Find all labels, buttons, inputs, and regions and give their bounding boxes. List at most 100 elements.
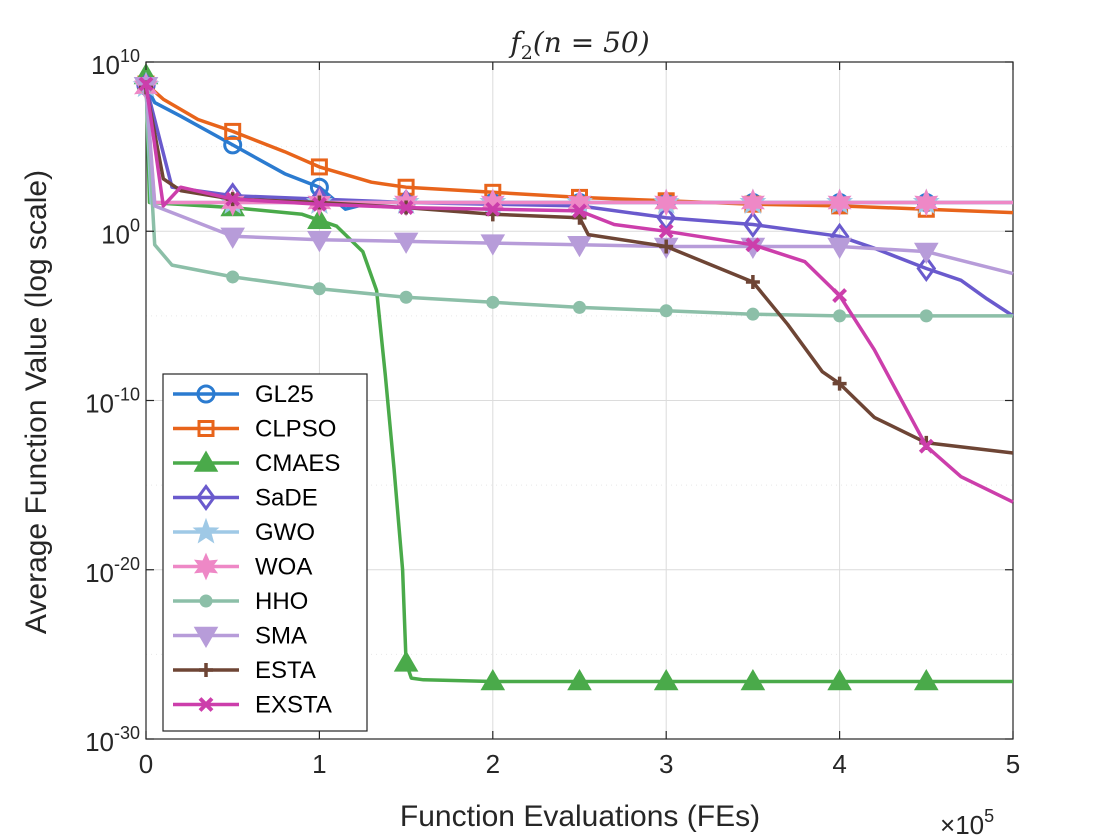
data-point-sma xyxy=(393,232,419,254)
legend-entry-gl25: GL25 xyxy=(173,381,314,408)
data-point-sade xyxy=(743,210,763,239)
legend-entry-sma: SMA xyxy=(173,623,307,650)
legend-entry-sade: SaDE xyxy=(173,483,318,512)
x-tick-label: 1 xyxy=(312,749,326,779)
data-point-exsta xyxy=(832,288,848,303)
legend-marker-gwo xyxy=(192,517,220,544)
data-point-sade xyxy=(916,254,937,283)
data-point-cmaes xyxy=(913,668,939,691)
data-point-esta xyxy=(832,376,847,391)
data-point-hho xyxy=(573,300,586,314)
x-multiplier-base: 10 xyxy=(955,810,984,840)
data-point-woa xyxy=(827,188,852,217)
data-point-cmaes xyxy=(393,650,419,672)
data-point-hho xyxy=(659,304,673,318)
data-point-exsta xyxy=(745,237,761,253)
x-tick-label: 3 xyxy=(659,749,673,779)
x-multiplier: ×105 xyxy=(940,806,994,840)
legend: GL25 CLPSO CMAES SaDE GWO WOA HHO SMA ESTA EXSTA xyxy=(162,373,368,732)
legend-marker-woa xyxy=(193,552,219,581)
y-tick-label: 10-20 xyxy=(85,554,140,588)
x-tick-label: 4 xyxy=(832,749,846,779)
data-point-cmaes xyxy=(567,668,592,691)
legend-marker-gl25 xyxy=(196,384,216,404)
data-point-sma xyxy=(567,236,592,258)
data-point-exsta xyxy=(572,203,587,219)
data-point-cmaes xyxy=(480,668,506,691)
series-layer xyxy=(132,63,1014,691)
legend-entry-cmaes: CMAES xyxy=(173,450,340,477)
y-tick-label: 100 xyxy=(101,215,140,249)
data-point-sma xyxy=(307,230,332,253)
data-point-exsta xyxy=(138,76,154,92)
series-line-cmaes xyxy=(144,75,1013,684)
title-sub: 2 xyxy=(521,42,533,64)
legend-marker-sma xyxy=(193,626,219,648)
x-tick-label: 2 xyxy=(486,749,500,779)
legend-entry-woa: WOA xyxy=(173,552,312,581)
chart-title: f2(n = 50) xyxy=(508,26,649,64)
data-point-esta xyxy=(745,275,760,290)
y-tick-label: 1010 xyxy=(91,46,140,80)
data-point-exsta xyxy=(311,196,327,212)
legend-label-cmaes: CMAES xyxy=(255,450,340,477)
axes: 0 1 2 3 4 5 1010 100 10-10 10-20 10-30 xyxy=(85,46,1020,779)
legend-label-clpso: CLPSO xyxy=(255,416,336,443)
data-point-cmaes xyxy=(653,668,679,691)
data-point-sma xyxy=(827,237,852,259)
x-multiplier-times: × xyxy=(940,810,955,840)
legend-marker-cmaes xyxy=(193,450,219,472)
data-point-exsta xyxy=(485,201,501,217)
data-point-exsta xyxy=(918,438,934,454)
data-point-exsta xyxy=(398,200,414,215)
data-point-hho xyxy=(919,309,933,323)
legend-marker-clpso xyxy=(197,420,215,437)
y-axis-label: Average Function Value (log scale) xyxy=(20,170,53,634)
series-exsta xyxy=(138,76,1014,504)
legend-label-hho: HHO xyxy=(255,588,308,615)
data-point-woa xyxy=(914,188,939,217)
legend-marker-exsta xyxy=(198,697,214,712)
series-hho xyxy=(139,80,1013,323)
legend-entry-clpso: CLPSO xyxy=(173,416,336,443)
legend-label-gl25: GL25 xyxy=(255,381,314,408)
data-point-cmaes xyxy=(740,668,766,691)
data-point-woa xyxy=(654,188,679,217)
legend-entry-hho: HHO xyxy=(173,588,308,615)
x-tick-label: 5 xyxy=(1006,749,1020,779)
x-axis-label: Function Evaluations (FEs) xyxy=(400,800,760,833)
legend-marker-hho xyxy=(199,594,213,608)
legend-label-sma: SMA xyxy=(255,623,307,650)
data-point-exsta xyxy=(225,191,241,207)
legend-label-gwo: GWO xyxy=(255,519,315,546)
y-tick-label: 10-10 xyxy=(85,385,140,419)
legend-entry-gwo: GWO xyxy=(173,517,315,546)
title-args: (n = 50) xyxy=(533,26,650,59)
y-tick-label: 10-30 xyxy=(85,723,140,757)
series-line-sma xyxy=(144,85,1014,276)
data-point-cmaes xyxy=(827,668,852,691)
data-point-sma xyxy=(913,242,939,265)
data-point-sma xyxy=(480,234,506,256)
data-point-hho xyxy=(226,270,240,284)
legend-label-esta: ESTA xyxy=(255,657,316,684)
series-line-clpso xyxy=(144,82,1014,215)
data-point-woa xyxy=(740,188,765,217)
series-line-exsta xyxy=(144,83,1014,504)
data-point-hho xyxy=(486,295,500,309)
data-point-hho xyxy=(399,290,413,304)
data-point-hho xyxy=(833,309,847,323)
legend-entry-exsta: EXSTA xyxy=(173,692,332,719)
series-line-sade xyxy=(144,85,1014,318)
data-point-sma xyxy=(220,227,246,249)
data-point-clpso xyxy=(310,158,328,176)
data-point-hho xyxy=(746,307,760,321)
legend-marker-sade xyxy=(196,483,216,512)
data-point-cmaes xyxy=(307,207,332,229)
x-multiplier-exp: 5 xyxy=(984,806,994,826)
x-tick-label: 0 xyxy=(139,749,153,779)
legend-label-exsta: EXSTA xyxy=(255,692,332,719)
legend-marker-esta xyxy=(199,663,213,677)
data-point-esta xyxy=(659,239,674,254)
